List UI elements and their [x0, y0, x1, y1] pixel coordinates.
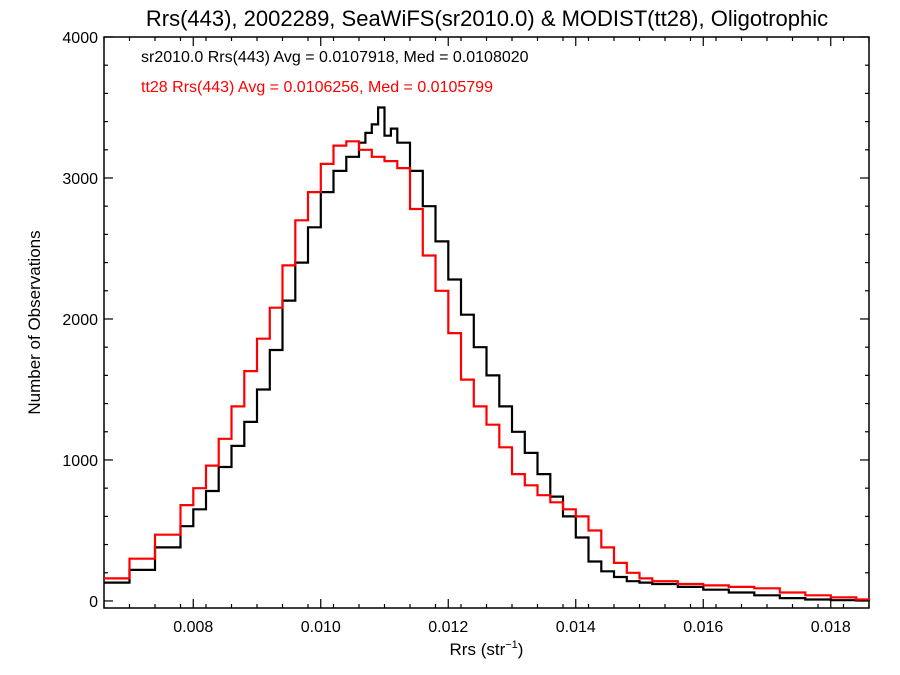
x-tick-label: 0.014	[556, 619, 596, 636]
y-axis-label: Number of Observations	[25, 230, 44, 414]
series-line-black	[104, 106, 871, 602]
x-tick-label: 0.008	[173, 619, 213, 636]
axis-ticks: 0.008 0.010 0.012 0.014 0.016 0.018 0 1000 2000 3…	[62, 30, 870, 636]
series-layer	[104, 106, 871, 602]
x-tick-label: 0.010	[301, 619, 341, 636]
x-axis-label-end: )	[518, 640, 524, 659]
chart-title: Rrs(443), 2002289, SeaWiFS(sr2010.0) & M…	[146, 6, 828, 31]
annotations: sr2010.0 Rrs(443) Avg = 0.0107918, Med =…	[141, 49, 529, 96]
annotation-1: sr2010.0 Rrs(443) Avg = 0.0107918, Med =…	[141, 49, 529, 66]
y-tick-label: 2000	[62, 312, 98, 329]
y-tick-label: 3000	[62, 171, 98, 188]
y-tick-label: 4000	[62, 30, 98, 47]
y-tick-label: 0	[89, 594, 98, 611]
x-tick-label: 0.018	[811, 619, 851, 636]
y-tick-label: 1000	[62, 453, 98, 470]
x-axis-label-base: Rrs (str	[450, 640, 506, 659]
x-axis-label-sup: −1	[505, 639, 518, 651]
x-tick-label: 0.012	[428, 619, 468, 636]
plot-area: 0.008 0.010 0.012 0.014 0.016 0.018 0 1000 2000 3…	[62, 30, 871, 636]
x-axis-label: Rrs (str−1)	[450, 639, 524, 659]
x-tick-label: 0.016	[683, 619, 723, 636]
series-line-red	[104, 140, 871, 601]
plot-frame	[103, 36, 870, 609]
annotation-2: tt28 Rrs(443) Avg = 0.0106256, Med = 0.0…	[141, 79, 493, 96]
